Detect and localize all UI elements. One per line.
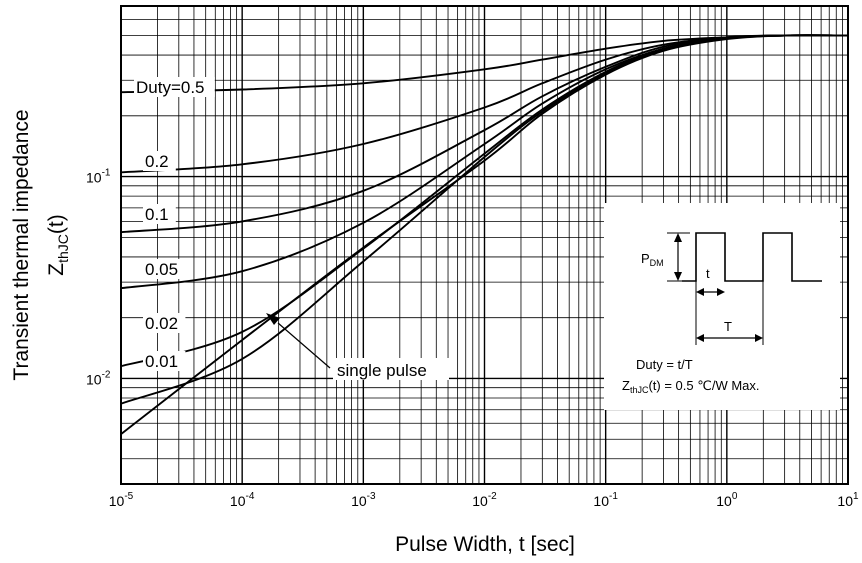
x-tick-label-2: 10-3 <box>351 491 376 509</box>
curve-label-3: 0.05 <box>145 260 178 279</box>
pulse-waveform <box>682 232 822 282</box>
x-tick-label-0: 10-5 <box>109 491 134 509</box>
single-pulse-annotation: single pulse <box>266 313 449 380</box>
period-arrow-head-right <box>755 334 763 342</box>
inset-background <box>604 203 840 410</box>
annotation-arrow-line <box>277 322 331 369</box>
curve-label-2: 0.1 <box>145 205 169 224</box>
curve-label-bg <box>134 77 215 97</box>
x-tick-label-3: 10-2 <box>472 491 497 509</box>
curve-label-bg <box>143 151 176 171</box>
y-tick-label-0: 10-2 <box>86 369 111 387</box>
y-tick-label-1: 10-1 <box>86 168 111 186</box>
duty-formula: Duty = t/T <box>636 357 693 372</box>
pdm-arrow-head-up <box>674 233 682 242</box>
annotation-label-bg <box>333 358 449 380</box>
plot-frame <box>120 5 849 485</box>
curve-label-bg <box>143 259 186 279</box>
x-tick-labels: 10-5 10-4 10-3 10-2 10-1 100 101 <box>109 491 859 509</box>
y-tick-labels: 10-2 10-1 <box>86 168 111 388</box>
x-tick-label-5: 100 <box>716 491 738 509</box>
y-axis-title-symbol: ZthJC(t) <box>45 214 71 275</box>
pdm-label: PDM <box>641 251 664 268</box>
y-axis-title-main: Transient thermal impedance <box>10 109 33 380</box>
annotation-label: single pulse <box>337 361 427 380</box>
curves <box>120 34 849 435</box>
t-arrow-head-left <box>696 288 704 296</box>
t-label: t <box>706 266 710 281</box>
x-tick-label-1: 10-4 <box>230 491 255 509</box>
duty-cycle-inset: PDM t T Duty = t/T ZthJC(t) = 0.5 ℃/W Ma… <box>604 203 840 410</box>
curve-labels: Duty=0.5 0.2 0.1 0.05 0.02 0.01 <box>134 77 215 371</box>
impedance-formula: ZthJC(t) = 0.5 ℃/W Max. <box>622 378 760 395</box>
x-tick-label-6: 101 <box>837 491 859 509</box>
curve-label-1: 0.2 <box>145 152 169 171</box>
series-curve-6 <box>120 34 849 435</box>
period-label: T <box>724 319 732 334</box>
annotation-arrow-head <box>266 313 280 325</box>
curve-label-bg <box>143 351 186 371</box>
x-tick-label-4: 10-1 <box>593 491 618 509</box>
curve-label-bg <box>143 313 186 333</box>
curve-label-0: Duty=0.5 <box>136 78 205 97</box>
curve-label-bg <box>143 204 176 224</box>
x-axis-title: Pulse Width, t [sec] <box>395 533 575 556</box>
pdm-arrow-head-down <box>674 272 682 281</box>
period-arrow-head-left <box>696 334 704 342</box>
curve-label-4: 0.02 <box>145 314 178 333</box>
curve-label-5: 0.01 <box>145 352 178 371</box>
t-arrow-head-right <box>717 288 725 296</box>
